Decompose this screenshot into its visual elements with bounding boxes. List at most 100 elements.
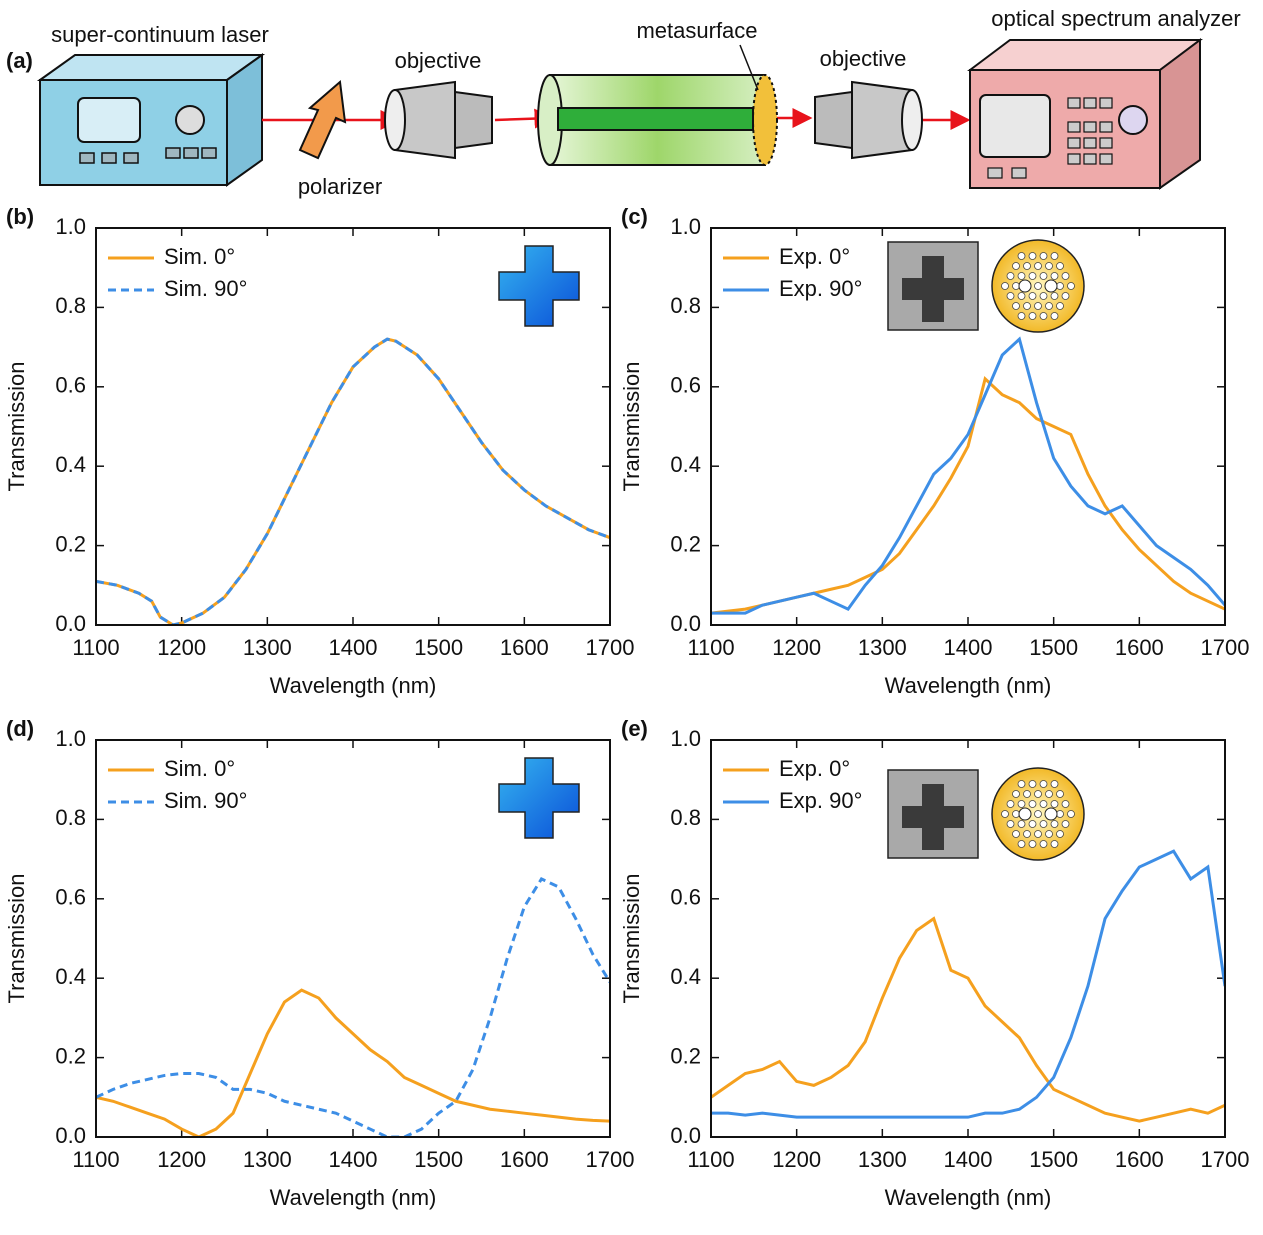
inset-fiber-hole [1061,292,1070,300]
x-tick-label: 1200 [772,1147,821,1172]
series-line [711,916,1225,1123]
x-tick-label: 1100 [72,1147,119,1172]
polarizer-label: polarizer [298,174,382,199]
inset-fiber-hole [1056,810,1064,818]
inset-fiber-hole [1050,252,1059,260]
inset-fiber-hole [1050,800,1059,808]
inset-fiber-hole [1028,272,1037,280]
inset-fiber-hole [1001,810,1009,818]
x-tick-label: 1300 [858,1147,907,1172]
inset-fiber-core [1044,279,1058,293]
series-line [96,877,610,1137]
inset-fiber-hole [1006,820,1015,828]
inset-fiber-hole [1039,800,1048,808]
inset-fiber-hole [1061,800,1070,808]
inset-fiber-hole [1039,312,1048,320]
inset-fiber-hole [1061,272,1070,280]
x-tick-label: 1500 [414,1147,463,1172]
y-tick-label: 0.0 [670,1123,701,1148]
objective [454,90,493,150]
inset-fiber-hole [1050,272,1059,280]
inset-fiber-hole [1017,820,1026,828]
legend-label: Sim. 90° [164,276,247,301]
series-line [711,336,1225,615]
laser-box [36,54,266,81]
analyzer-screen [979,94,1051,158]
y-tick-label: 0.8 [670,805,701,830]
inset-fiber-hole [1017,312,1026,320]
inset-fiber-hole [1050,820,1059,828]
analyzer-knob [1118,105,1148,135]
inset-fiber-hole [1006,272,1015,280]
y-tick-label: 1.0 [55,726,86,751]
panel-label: (e) [621,716,648,741]
objective [384,89,406,151]
x-axis-label: Wavelength (nm) [885,673,1052,698]
y-tick-label: 0.6 [670,885,701,910]
legend-label: Exp. 90° [779,788,862,813]
inset-fiber-hole [1050,312,1059,320]
inset-fiber-hole [1039,840,1048,848]
inset-fiber-hole [1067,282,1075,290]
inset-fiber-hole [1012,262,1020,270]
x-tick-label: 1600 [500,635,549,660]
fiber-core [557,107,754,131]
inset-fiber-hole [1017,272,1026,280]
inset-fiber-hole [1006,292,1015,300]
inset-fiber-hole [1045,790,1053,798]
y-tick-label: 0.2 [55,531,86,556]
inset-sem-cross [902,256,964,322]
laser-knob [175,105,205,135]
objective-label: objective [820,46,907,71]
inset-fiber-hole [1028,820,1037,828]
x-tick-label: 1200 [157,1147,206,1172]
x-tick-label: 1600 [500,1147,549,1172]
y-tick-label: 0.6 [670,373,701,398]
inset-fiber-hole [1034,790,1042,798]
inset-fiber-hole [1039,820,1048,828]
inset-fiber-hole [1012,302,1020,310]
inset-fiber-hole [1039,292,1048,300]
laser-screen [77,97,141,143]
y-tick-label: 0.4 [670,452,701,477]
legend-label: Exp. 0° [779,244,850,269]
legend-label: Sim. 0° [164,756,235,781]
y-axis-label: Transmission [4,362,29,492]
panel-label: (c) [621,204,648,229]
x-tick-label: 1100 [687,1147,734,1172]
inset-cross [498,245,580,327]
inset-fiber-hole [1034,810,1042,818]
y-tick-label: 0.4 [55,964,86,989]
inset-sem-cross [902,784,964,850]
x-axis-label: Wavelength (nm) [270,1185,437,1210]
x-tick-label: 1400 [329,635,378,660]
inset-fiber-core [1018,807,1032,821]
inset-fiber-hole [1034,282,1042,290]
inset-fiber-hole [1028,800,1037,808]
x-tick-label: 1500 [1029,635,1078,660]
legend-label: Exp. 0° [779,756,850,781]
panel-label: (d) [6,716,34,741]
pointer [739,44,759,91]
x-tick-label: 1100 [687,635,734,660]
y-axis-label: Transmission [4,874,29,1004]
series-line [711,376,1225,615]
y-tick-label: 0.8 [55,805,86,830]
inset-fiber-hole [1012,810,1020,818]
x-axis-label: Wavelength (nm) [885,1185,1052,1210]
series-line [711,849,1225,1119]
inset-fiber-hole [1012,830,1020,838]
legend-label: Sim. 0° [164,244,235,269]
plot-frame [95,227,611,626]
inset-fiber-hole [1017,840,1026,848]
x-tick-label: 1400 [329,1147,378,1172]
x-tick-label: 1500 [1029,1147,1078,1172]
laser-buttons [79,147,217,164]
plot-frame [710,227,1226,626]
series-line [96,337,610,625]
inset-fiber-hole [1034,830,1042,838]
plot-frame [95,739,611,1138]
y-tick-label: 0.2 [670,531,701,556]
inset-fiber-hole [1056,282,1064,290]
plot-frame [710,739,1226,1138]
